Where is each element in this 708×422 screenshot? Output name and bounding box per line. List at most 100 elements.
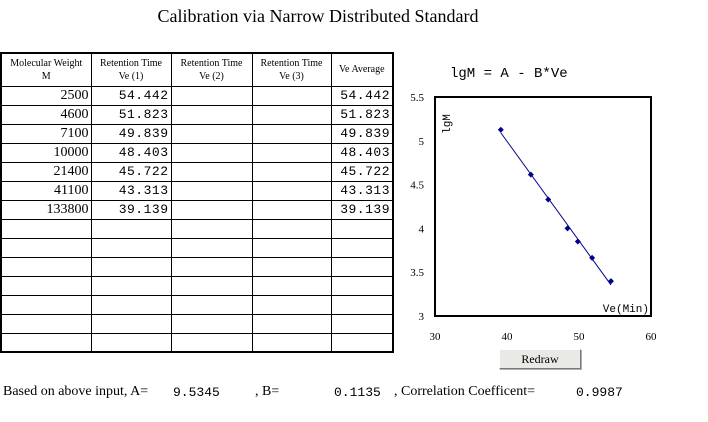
x-tick-label: 30 [430,331,442,343]
cell-ve-average[interactable]: 45.722 [331,162,394,182]
y-tick-label: 3.5 [410,267,424,279]
cell-molecular-weight[interactable]: 2500 [1,86,92,106]
redraw-button[interactable]: Redraw [499,349,581,369]
cell-ve-3[interactable] [252,276,332,296]
cell-molecular-weight[interactable]: 21400 [1,162,92,182]
cell-ve-3[interactable] [252,333,332,353]
cell-ve-1[interactable]: 39.139 [91,200,172,220]
cell-ve-1[interactable] [91,276,172,296]
cell-ve-average[interactable]: 51.823 [331,105,394,125]
cell-ve-2[interactable] [171,257,253,277]
table-row [1,219,394,239]
cell-ve-average[interactable]: 54.442 [331,86,394,106]
cell-ve-2[interactable] [171,86,253,106]
cell-ve-average[interactable] [331,314,394,334]
cell-ve-average[interactable] [331,257,394,277]
cell-molecular-weight[interactable]: 10000 [1,143,92,163]
cell-ve-average[interactable] [331,295,394,315]
cell-molecular-weight[interactable] [1,219,92,239]
equation-label: lgM = A - B*Ve [450,66,568,82]
data-point [574,238,581,245]
cell-ve-1[interactable] [91,333,172,353]
cell-ve-2[interactable] [171,124,253,144]
x-tick-label: 60 [646,331,658,343]
cell-ve-3[interactable] [252,219,332,239]
cell-molecular-weight[interactable]: 4600 [1,105,92,125]
cell-ve-average[interactable] [331,219,394,239]
cell-ve-3[interactable] [252,143,332,163]
correlation-value: 0.9987 [576,385,623,400]
cell-ve-1[interactable] [91,257,172,277]
table-row: 133800 39.139 39.139 [1,200,394,220]
cell-ve-3[interactable] [252,257,332,277]
table-row [1,314,394,334]
cell-ve-3[interactable] [252,200,332,220]
cell-ve-1[interactable]: 48.403 [91,143,172,163]
x-axis-label: Ve(Min) [603,304,649,316]
header-molecular-weight: Molecular Weight M [1,53,92,87]
cell-molecular-weight[interactable] [1,314,92,334]
calibration-table: Molecular Weight M Retention Time Ve (1) R… [0,52,394,353]
table-row [1,238,394,258]
header-retention-time-2: Retention Time Ve (2) [171,53,253,87]
y-tick-label: 4 [419,223,425,235]
cell-ve-average[interactable]: 48.403 [331,143,394,163]
cell-ve-2[interactable] [171,200,253,220]
cell-ve-1[interactable]: 43.313 [91,181,172,201]
cell-ve-1[interactable] [91,238,172,258]
cell-molecular-weight[interactable]: 41100 [1,181,92,201]
cell-ve-3[interactable] [252,181,332,201]
cell-ve-3[interactable] [252,295,332,315]
cell-molecular-weight[interactable] [1,276,92,296]
cell-molecular-weight[interactable] [1,257,92,277]
cell-molecular-weight[interactable] [1,238,92,258]
header-line: M [41,70,51,82]
cell-ve-2[interactable] [171,238,253,258]
calibration-chart: 3 3.5 4 4.5 5 5.5 30 40 50 60 lgM Ve(Min) [410,92,658,343]
cell-molecular-weight[interactable] [1,295,92,315]
cell-ve-3[interactable] [252,105,332,125]
cell-ve-3[interactable] [252,162,332,182]
header-ve-average: Ve Average [331,53,394,87]
x-tick-label: 40 [502,331,514,343]
cell-molecular-weight[interactable]: 7100 [1,124,92,144]
cell-ve-3[interactable] [252,86,332,106]
cell-ve-1[interactable]: 49.839 [91,124,172,144]
table-row [1,333,394,353]
y-axis-ticks: 3 3.5 4 4.5 5 5.5 [410,92,424,323]
cell-ve-average[interactable]: 49.839 [331,124,394,144]
cell-ve-average[interactable] [331,238,394,258]
cell-ve-3[interactable] [252,314,332,334]
header-line: Ve (3) [279,70,304,82]
cell-ve-3[interactable] [252,238,332,258]
cell-ve-2[interactable] [171,162,253,182]
cell-ve-average[interactable]: 43.313 [331,181,394,201]
header-retention-time-3: Retention Time Ve (3) [252,53,332,87]
cell-ve-2[interactable] [171,143,253,163]
cell-ve-1[interactable] [91,219,172,239]
cell-ve-2[interactable] [171,314,253,334]
cell-ve-average[interactable] [331,276,394,296]
b-label: , B= [255,384,280,399]
cell-ve-1[interactable]: 54.442 [91,86,172,106]
cell-ve-2[interactable] [171,295,253,315]
cell-ve-average[interactable]: 39.139 [331,200,394,220]
cell-ve-2[interactable] [171,219,253,239]
cell-ve-average[interactable] [331,333,394,353]
b-value: 0.1135 [334,385,381,400]
cell-ve-1[interactable] [91,295,172,315]
cell-ve-1[interactable]: 45.722 [91,162,172,182]
data-point [564,225,571,232]
a-value: 9.5345 [173,385,220,400]
cell-ve-1[interactable] [91,314,172,334]
cell-molecular-weight[interactable] [1,333,92,353]
cell-molecular-weight[interactable]: 133800 [1,200,92,220]
cell-ve-2[interactable] [171,276,253,296]
cell-ve-1[interactable]: 51.823 [91,105,172,125]
cell-ve-2[interactable] [171,333,253,353]
cell-ve-2[interactable] [171,181,253,201]
cell-ve-2[interactable] [171,105,253,125]
x-tick-label: 50 [574,331,586,343]
cell-ve-3[interactable] [252,124,332,144]
table-row: 41100 43.313 43.313 [1,181,394,201]
